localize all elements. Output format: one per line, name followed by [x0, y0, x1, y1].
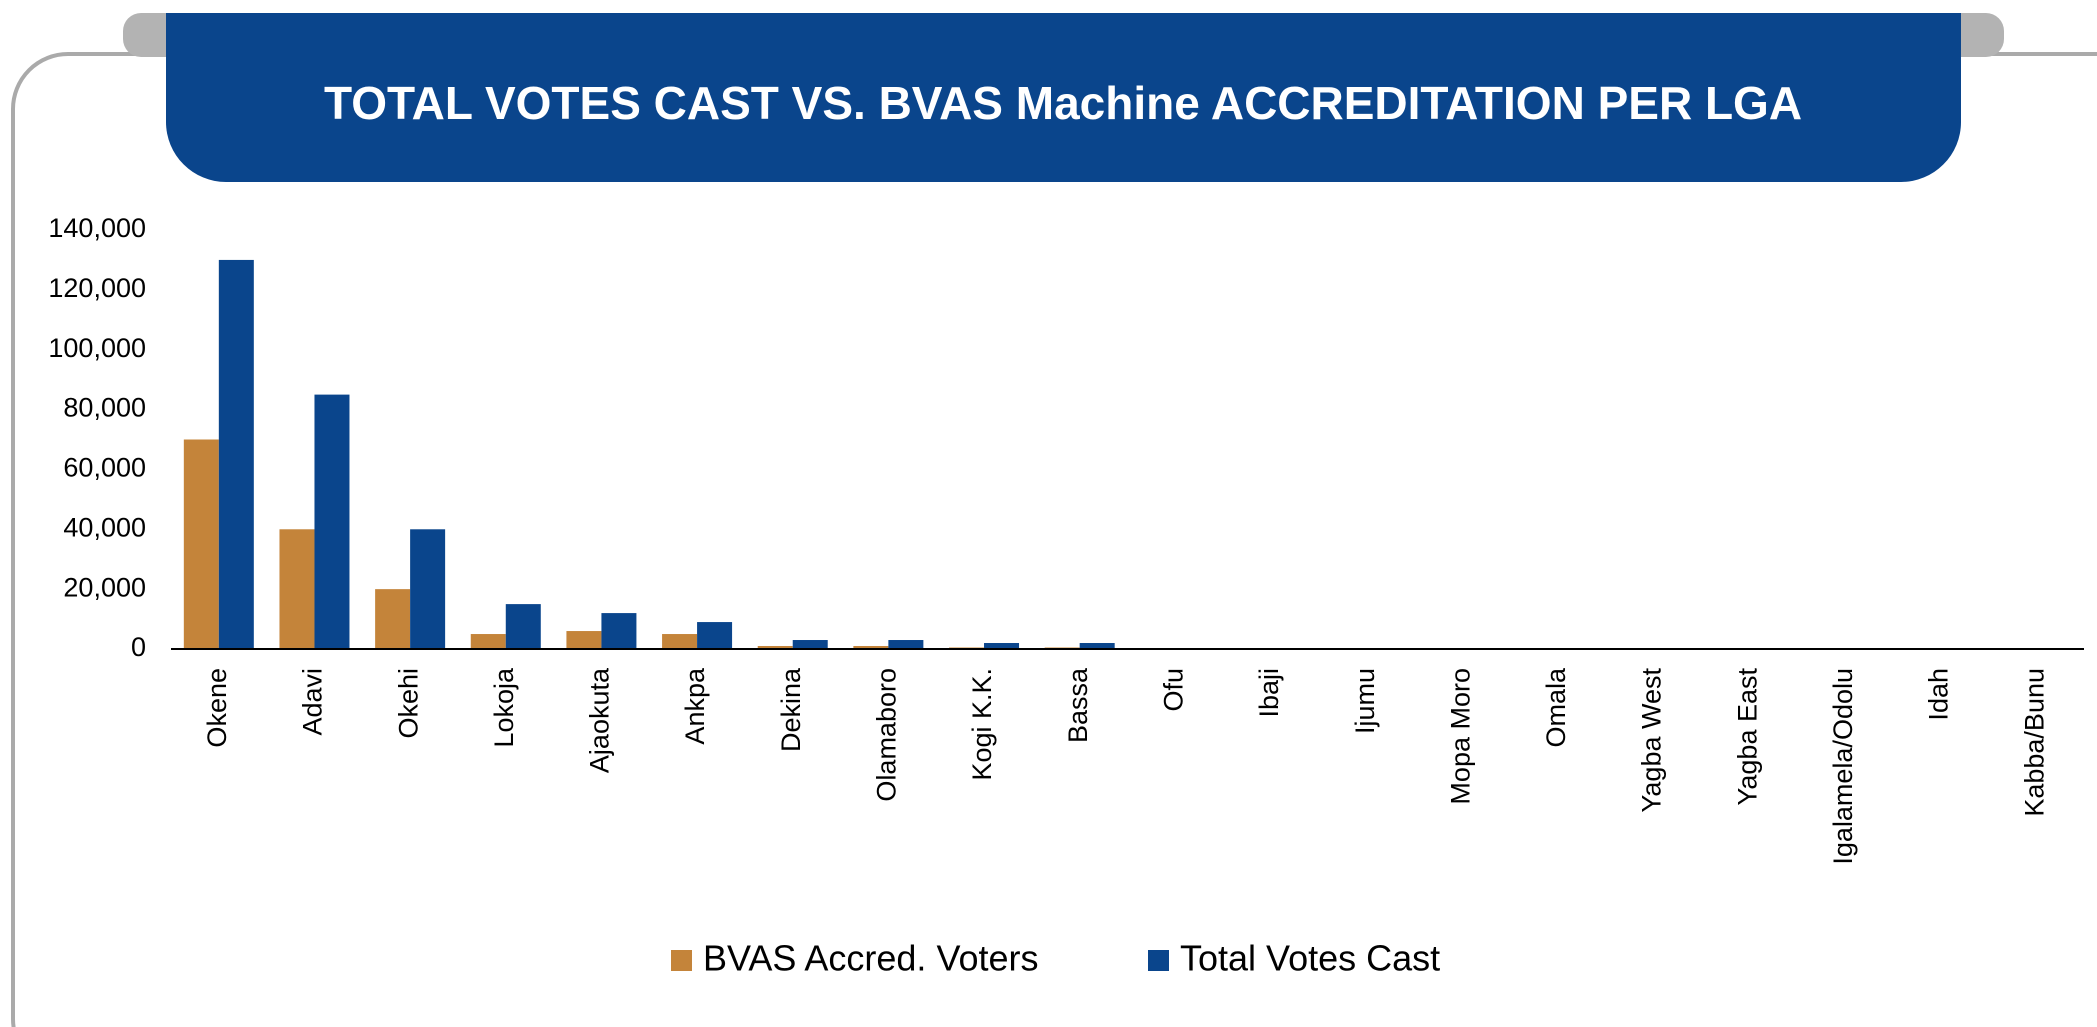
x-tick-label: Igalamela/Odolu [1828, 668, 1858, 865]
x-tick-label: Mopa Moro [1445, 668, 1475, 805]
legend-label: BVAS Accred. Voters [703, 938, 1039, 979]
x-tick-label: Lokoja [489, 667, 519, 748]
y-tick-label: 120,000 [48, 273, 146, 303]
bar [279, 529, 315, 649]
legend-swatch [671, 950, 692, 971]
bar [470, 634, 506, 649]
y-tick-label: 80,000 [63, 393, 146, 423]
chart-title: TOTAL VOTES CAST VS. BVAS Machine ACCRED… [324, 77, 1802, 129]
bar [218, 259, 254, 649]
bar [601, 613, 637, 649]
x-tick-label: Yagba West [1637, 668, 1667, 813]
y-tick-label: 20,000 [63, 572, 146, 602]
x-tick-label: Bassa [1063, 667, 1093, 743]
bar [888, 640, 924, 649]
legend-label: Total Votes Cast [1180, 938, 1440, 979]
bar [375, 589, 411, 649]
bar [410, 529, 446, 649]
x-tick-label: Idah [1924, 668, 1954, 721]
y-tick-label: 0 [131, 632, 146, 662]
x-tick-label: Olamaboro [872, 668, 902, 802]
y-tick-label: 60,000 [63, 453, 146, 483]
x-tick-label: Kabba/Bunu [2019, 668, 2049, 817]
bar [662, 634, 698, 649]
legend-swatch [1148, 950, 1169, 971]
x-tick-label: Ankpa [680, 667, 710, 745]
title-banner [166, 13, 1961, 182]
bar [183, 439, 219, 649]
x-tick-label: Okehi [393, 668, 423, 739]
x-tick-label: Kogi K.K. [967, 668, 997, 781]
y-tick-label: 140,000 [48, 213, 146, 243]
x-tick-label: Ijumu [1350, 668, 1380, 734]
x-tick-label: Okene [202, 668, 232, 748]
x-tick-label: Ajaokuta [585, 667, 615, 773]
bar [314, 394, 350, 649]
bar [792, 640, 828, 649]
bar [566, 631, 602, 649]
x-tick-label: Omala [1541, 667, 1571, 748]
x-tick-label: Ibaji [1254, 668, 1284, 718]
y-tick-label: 100,000 [48, 333, 146, 363]
bar [1079, 643, 1115, 649]
x-tick-label: Adavi [298, 668, 328, 736]
bar [853, 646, 889, 649]
x-tick-label: Dekina [776, 667, 806, 752]
x-tick-label: Yagba East [1732, 668, 1762, 806]
bar [757, 646, 793, 649]
x-tick-label: Ofu [1158, 668, 1188, 712]
bar [984, 643, 1020, 649]
y-tick-label: 40,000 [63, 512, 146, 542]
bar [505, 604, 541, 649]
bar [697, 622, 733, 649]
